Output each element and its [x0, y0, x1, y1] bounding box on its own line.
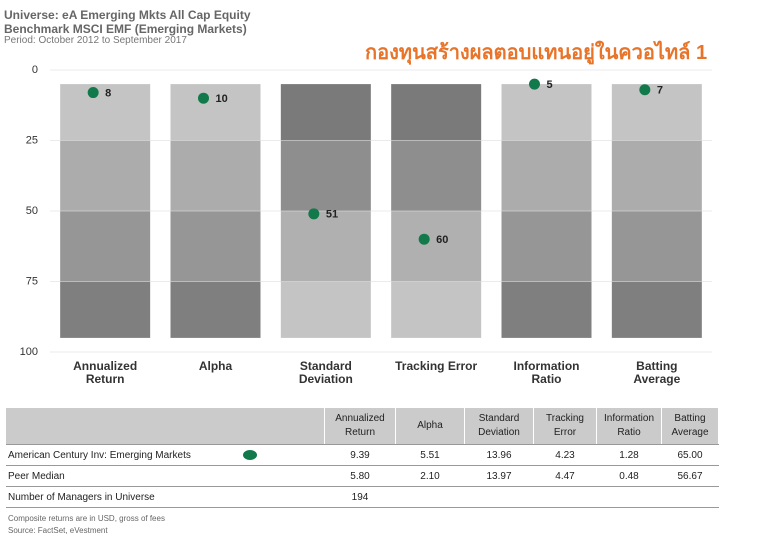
table-cell: 194 — [324, 486, 396, 508]
quartile-band — [170, 140, 261, 211]
rank-dot — [639, 84, 651, 96]
rank-dot — [87, 87, 99, 99]
legend-dot — [242, 449, 257, 460]
rank-dot — [308, 208, 320, 220]
table-cell: 13.97 — [464, 465, 534, 487]
annotation: กองทุนสร้างผลตอบแทนอยู่ในควอไทล์ 1 — [365, 42, 708, 64]
quartile-band — [611, 140, 702, 211]
y-tick-label: 50 — [26, 205, 38, 217]
value-label: 51 — [326, 209, 338, 221]
table-cell: 13.96 — [464, 444, 534, 466]
table-cell — [533, 486, 597, 508]
quartile-band — [60, 211, 151, 282]
quartile-band — [170, 84, 261, 141]
stats-table: Annualized Return Alpha Standard Deviation… — [6, 408, 719, 508]
rank-dot — [529, 78, 540, 90]
x-tick-label: Alpha — [198, 359, 233, 373]
quartile-band — [391, 281, 482, 338]
table-cell: 5.51 — [395, 444, 465, 466]
table-cell: American Century Inv: Emerging Markets — [6, 444, 325, 466]
chart-title: Universe: eA Emerging Mkts All Cap Equit… — [4, 8, 251, 22]
value-label: 5 — [547, 79, 553, 91]
value-label: 60 — [436, 234, 448, 246]
table-cell: 56.67 — [661, 465, 719, 487]
chart-subtitle: Benchmark MSCI EMF (Emerging Markets) — [4, 22, 247, 36]
value-label: 8 — [105, 87, 111, 99]
quartile-band — [280, 281, 371, 338]
x-tick-label: Standard Deviation — [298, 359, 353, 386]
period: Period: October 2012 to September 2017 — [4, 35, 187, 46]
table-cell: 9.39 — [324, 444, 396, 466]
table-row: Peer Median 5.80 2.10 13.97 4.47 0.48 56.67 — [6, 465, 719, 487]
quartile-band — [60, 281, 151, 338]
note: Source: FactSet, eVestment — [8, 526, 108, 535]
quartile-band — [60, 140, 151, 211]
quartile-band — [170, 281, 261, 338]
quartile-band — [280, 211, 371, 282]
chart: 0 25 50 75 100 8 10 51 60 5 7 — [20, 64, 712, 358]
table-cell: Number of Managers in Universe — [6, 486, 325, 508]
table-cell: 5.80 — [324, 465, 396, 487]
value-label: 7 — [657, 85, 663, 97]
table-row: American Century Inv: Emerging Markets 9.… — [6, 444, 719, 466]
x-tick-label: Annualized Return — [73, 359, 138, 386]
table-cell: 0.48 — [596, 465, 662, 487]
x-tick-label: Tracking Error — [395, 359, 478, 373]
header-cell — [6, 408, 325, 445]
quartile-band — [170, 211, 261, 282]
quartile-band — [501, 140, 592, 211]
y-tick-label: 0 — [32, 64, 38, 76]
quartile-band — [611, 211, 702, 282]
table-cell — [661, 486, 719, 508]
quartile-band — [391, 84, 482, 141]
quartile-band — [280, 140, 371, 211]
rank-dot — [198, 92, 209, 104]
quartile-band — [611, 281, 702, 338]
table-cell: 65.00 — [661, 444, 719, 466]
value-label: 10 — [216, 93, 228, 105]
header-cell: Annualized Return — [324, 408, 396, 445]
header-cell: Tracking Error — [533, 408, 597, 445]
table-cell: 4.47 — [533, 465, 597, 487]
y-tick-label: 25 — [26, 134, 38, 146]
table-cell: 1.28 — [596, 444, 662, 466]
table-cell — [464, 486, 534, 508]
header-cell: Information Ratio — [596, 408, 662, 445]
table-cell: Peer Median — [6, 465, 325, 487]
quartile-band — [391, 211, 482, 282]
y-tick-label: 100 — [20, 346, 38, 358]
y-tick-label: 75 — [26, 275, 38, 287]
quartile-band — [501, 281, 592, 338]
rank-dot — [418, 233, 430, 245]
x-tick-label: Information Ratio — [513, 359, 580, 386]
header-cell: Batting Average — [661, 408, 719, 445]
table-cell — [596, 486, 662, 508]
quartile-band — [391, 140, 482, 211]
table-cell: 4.23 — [533, 444, 597, 466]
quartile-band — [501, 84, 592, 141]
x-tick-label: Batting Average — [633, 359, 681, 386]
quartile-band — [280, 84, 371, 141]
table-cell: 2.10 — [395, 465, 465, 487]
table-row: Number of Managers in Universe 194 — [6, 486, 719, 508]
header-cell: Alpha — [395, 408, 465, 445]
table-cell — [395, 486, 465, 508]
quartile-band — [501, 211, 592, 282]
note: Composite returns are in USD, gross of f… — [8, 514, 165, 523]
quartile-band — [611, 84, 702, 141]
header-cell: Standard Deviation — [464, 408, 534, 445]
quartile-band — [60, 84, 151, 141]
